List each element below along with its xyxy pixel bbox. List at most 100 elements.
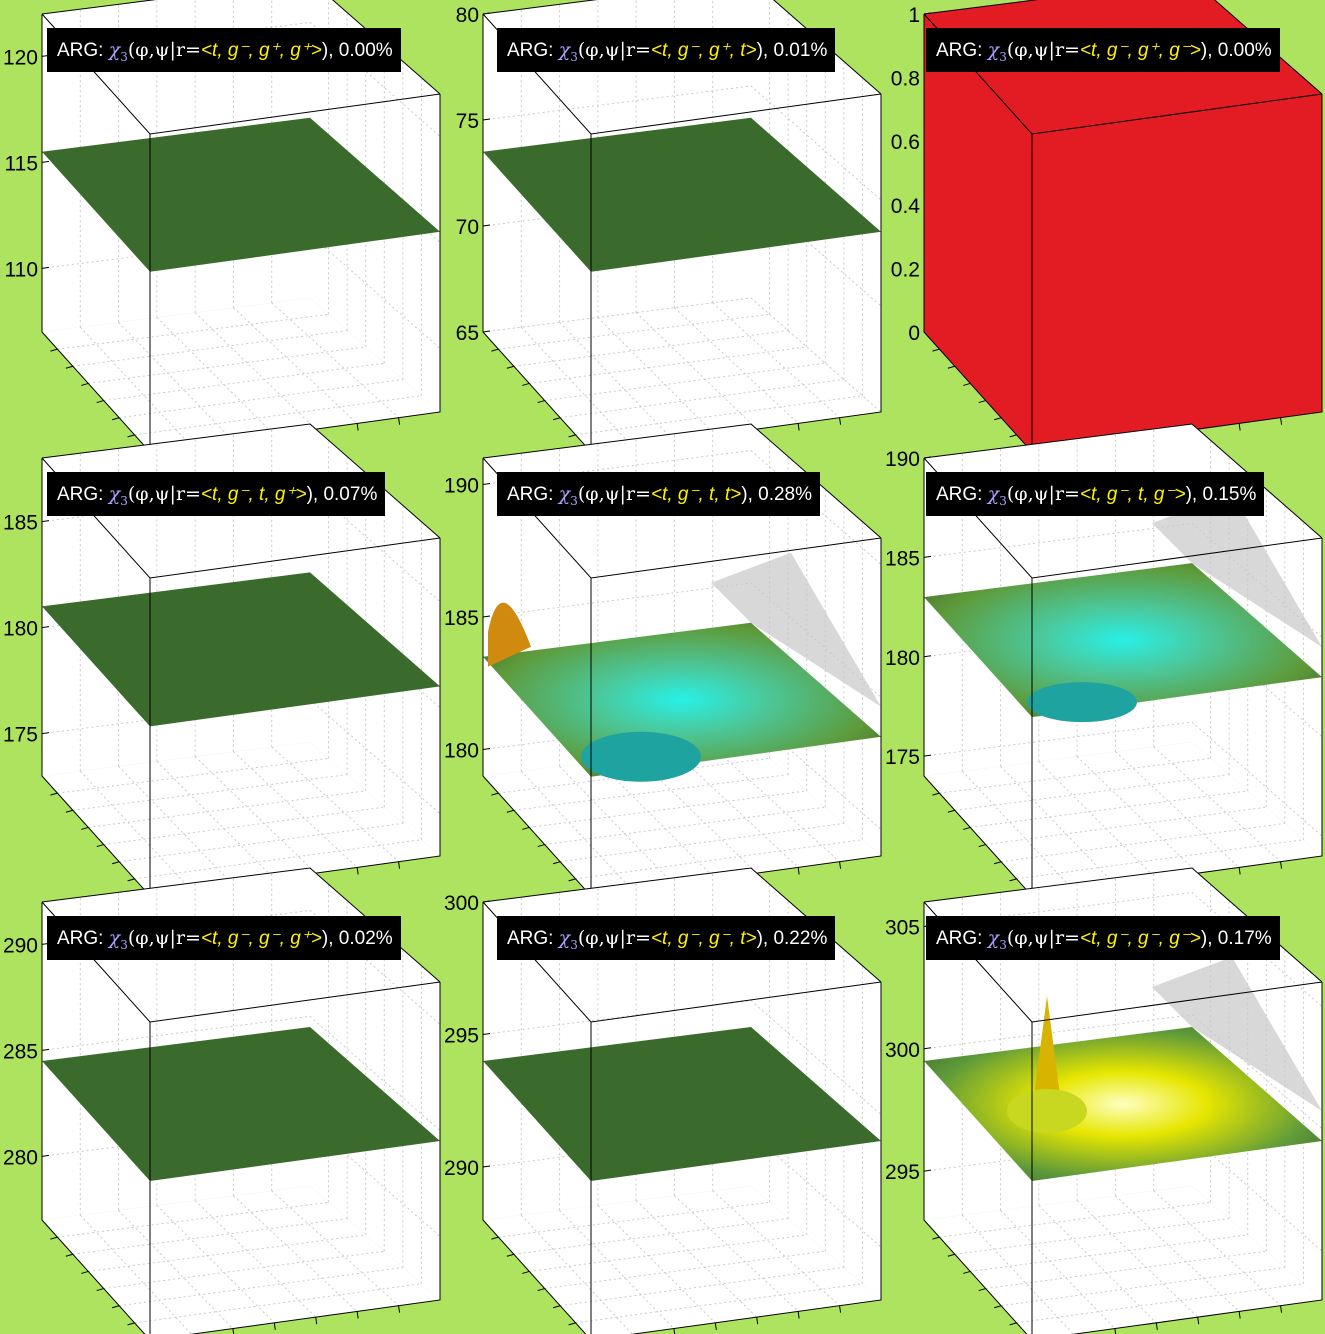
title-args: <t, g⁻, g⁻, g⁻> <box>1079 928 1201 949</box>
z-tick-label: 190 <box>885 448 920 471</box>
title-prefix: ARG: <box>507 484 559 505</box>
chart-svg: 175 180 185 <box>3 423 441 898</box>
z-tick-label: 305 <box>885 916 920 939</box>
surface-peak-base <box>1007 1089 1087 1133</box>
title-prefix: ARG: <box>936 40 988 61</box>
surface-well <box>581 731 701 782</box>
surface-ridge <box>488 602 531 667</box>
title-vars: (φ,ψ|r= <box>127 927 201 949</box>
chart-title: ARG: χ3(φ,ψ|r=<t, g⁻, t, g⁻>), 0.15% <box>926 472 1265 516</box>
xy-ticks <box>491 1236 842 1334</box>
surface-plane <box>42 572 440 727</box>
floor <box>42 298 440 452</box>
surface-well <box>1027 682 1137 723</box>
z-axis: 290 295 300 <box>444 892 491 1180</box>
z-tick-label: 300 <box>444 892 479 915</box>
title-vars: (φ,ψ|r= <box>1006 927 1080 949</box>
floor <box>42 1186 440 1334</box>
title-vars: (φ,ψ|r= <box>127 39 201 61</box>
chart-title: ARG: χ3(φ,ψ|r=<t, g⁻, g⁺, g⁻>), 0.00% <box>926 28 1280 72</box>
floor <box>924 742 1322 896</box>
surface-face-front-right <box>1032 94 1322 452</box>
chart-panel-7: 280 285 290 ARG: χ3(φ,ψ|r=<t, g⁻, g⁻, g⁺>),… <box>0 867 441 1334</box>
chart-panel-2: 65 70 75 80 ARG: χ3(φ,ψ|r=<t, g⁻, g⁺, t>), 0… <box>441 0 882 454</box>
title-args: <t, g⁻, t, g⁻> <box>1079 484 1186 505</box>
z-tick-label: 285 <box>3 1040 38 1063</box>
surface <box>483 117 881 272</box>
title-prefix: ARG: <box>57 40 109 61</box>
z-tick-label: 295 <box>885 1161 920 1184</box>
z-tick-label: 180 <box>885 647 920 670</box>
z-tick-label: 175 <box>3 724 38 747</box>
z-axis: 0 0.2 0.4 0.6 0.8 1 <box>891 4 932 345</box>
title-function: χ3 <box>558 39 578 64</box>
z-tick-label: 0.6 <box>891 131 920 154</box>
title-vars: (φ,ψ|r= <box>1006 483 1080 505</box>
surface <box>924 957 1322 1181</box>
z-tick-label: 70 <box>456 216 479 239</box>
z-tick-label: 185 <box>3 512 38 535</box>
chart-title: ARG: χ3(φ,ψ|r=<t, g⁻, t, t>), 0.28% <box>497 472 821 516</box>
surface-plane <box>42 1027 440 1181</box>
surface-shadow <box>1152 957 1322 1111</box>
chart-title: ARG: χ3(φ,ψ|r=<t, g⁻, t, g⁺>), 0.07% <box>47 472 386 516</box>
surface <box>42 572 440 727</box>
title-function: χ3 <box>987 927 1007 952</box>
surface <box>483 552 881 782</box>
z-tick-label: 75 <box>456 110 479 133</box>
title-prefix: ARG: <box>57 928 109 949</box>
title-function: χ3 <box>108 927 128 952</box>
chart-title: ARG: χ3(φ,ψ|r=<t, g⁻, g⁺, t>), 0.01% <box>497 28 836 72</box>
chart-title: ARG: χ3(φ,ψ|r=<t, g⁻, g⁻, g⁻>), 0.17% <box>926 916 1280 960</box>
title-suffix: ), 0.28% <box>741 484 813 505</box>
title-suffix: ), 0.00% <box>1200 40 1272 61</box>
title-suffix: ), 0.01% <box>756 40 828 61</box>
z-tick-label: 180 <box>3 618 38 641</box>
title-suffix: ), 0.17% <box>1200 928 1272 949</box>
floor <box>483 298 881 452</box>
surface-face-front-left <box>924 14 1032 452</box>
title-vars: (φ,ψ|r= <box>577 39 651 61</box>
z-tick-label: 120 <box>3 46 38 69</box>
title-function: χ3 <box>987 39 1007 64</box>
xy-ticks <box>932 1236 1283 1334</box>
chart-panel-1: 110 115 120 ARG: χ3(φ,ψ|r=<t, g⁻, g⁺, g⁺>),… <box>0 0 441 454</box>
title-prefix: ARG: <box>507 928 559 949</box>
surface <box>483 1027 881 1181</box>
z-axis: 280 285 290 <box>3 934 50 1169</box>
floor <box>42 742 440 896</box>
floor <box>483 1186 881 1334</box>
title-function: χ3 <box>558 927 578 952</box>
chart-svg: 65 70 75 80 <box>456 0 882 454</box>
title-args: <t, g⁻, g⁺, g⁻> <box>1079 40 1201 61</box>
chart-panel-6: 175 180 185 190 ARG: χ3(φ,ψ|r=<t, g⁻, t, g⁻>… <box>882 423 1323 898</box>
z-tick-label: 290 <box>444 1157 479 1180</box>
z-tick-label: 115 <box>5 152 38 175</box>
chart-panel-9: 295 300 305 ARG: χ3(φ,ψ|r=<t, g⁻, g⁻, g⁻>),… <box>882 867 1323 1334</box>
z-tick-label: 0.2 <box>891 258 920 281</box>
z-tick-label: 0 <box>908 322 920 345</box>
z-axis: 295 300 305 <box>885 916 932 1184</box>
chart-panel-8: 290 295 300 ARG: χ3(φ,ψ|r=<t, g⁻, g⁻, t>), … <box>441 867 882 1334</box>
z-tick-label: 180 <box>444 740 479 763</box>
z-tick-label: 0.8 <box>891 68 920 91</box>
title-suffix: ), 0.22% <box>756 928 828 949</box>
title-suffix: ), 0.02% <box>321 928 393 949</box>
title-args: <t, g⁻, t, g⁺> <box>200 484 307 505</box>
title-vars: (φ,ψ|r= <box>1006 39 1080 61</box>
chart-panel-5: 180 185 190 ARG: χ3(φ,ψ|r=<t, g⁻, t, t>), 0… <box>441 423 882 898</box>
z-tick-label: 185 <box>444 607 479 630</box>
title-function: χ3 <box>558 483 578 508</box>
z-tick-label: 0.4 <box>891 195 921 218</box>
surface-plane <box>42 117 440 272</box>
surface-plane <box>483 1027 881 1181</box>
title-function: χ3 <box>108 39 128 64</box>
z-tick-label: 1 <box>908 4 920 27</box>
xy-ticks <box>50 1236 401 1334</box>
title-args: <t, g⁻, g⁺, t> <box>650 40 757 61</box>
z-tick-label: 300 <box>885 1039 920 1062</box>
title-args: <t, g⁻, g⁻, g⁺> <box>200 928 322 949</box>
title-args: <t, g⁻, g⁻, t> <box>650 928 757 949</box>
surface <box>924 493 1322 723</box>
